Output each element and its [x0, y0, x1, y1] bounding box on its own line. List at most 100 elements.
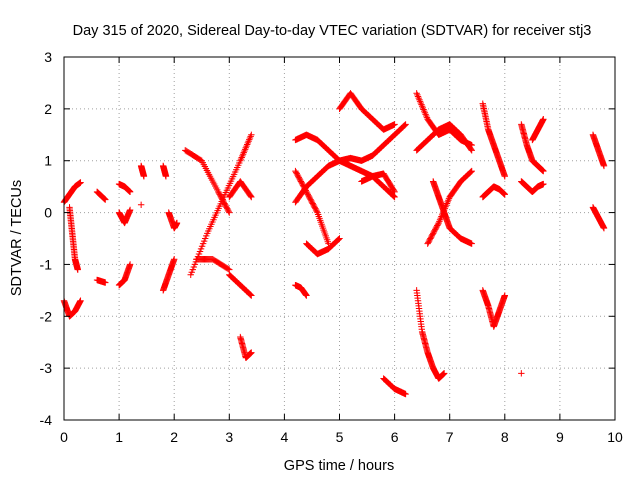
data-point [414, 93, 422, 100]
data-point [244, 141, 251, 148]
series-arc-22 [292, 121, 409, 206]
series-arc-30 [413, 287, 448, 382]
series-layer [60, 90, 608, 398]
x-tick-label: 8 [501, 429, 509, 445]
x-tick-label: 5 [336, 429, 344, 445]
data-point [467, 169, 474, 176]
data-point [390, 187, 398, 194]
x-tick-label: 6 [391, 429, 399, 445]
data-point [390, 192, 397, 199]
series-arc-06 [115, 180, 134, 196]
series-arc-24 [292, 281, 310, 299]
data-point [419, 104, 427, 112]
data-point [240, 149, 247, 156]
series-arc-27 [380, 375, 409, 398]
data-point [468, 147, 475, 154]
data-point [239, 151, 247, 158]
series-arc-10 [137, 201, 145, 208]
data-point [421, 109, 429, 116]
data-point [418, 101, 425, 108]
data-point [238, 154, 245, 161]
series-arc-02 [66, 204, 81, 273]
data-point [137, 201, 145, 208]
data-point [173, 219, 181, 227]
data-point [501, 173, 508, 180]
chart-title: Day 315 of 2020, Sidereal Day-to-day VTE… [73, 23, 592, 39]
series-arc-05 [93, 276, 109, 286]
data-point [468, 240, 475, 247]
data-point [239, 152, 246, 160]
data-point [248, 131, 255, 138]
data-point [102, 279, 109, 286]
data-point [445, 197, 452, 204]
y-tick-label: 2 [44, 101, 52, 117]
data-point [437, 214, 444, 222]
x-tick-label: 0 [60, 429, 68, 445]
series-arc-31 [424, 167, 475, 247]
y-tick-label: 0 [44, 205, 52, 221]
data-point [444, 198, 451, 206]
series-arc-13 [165, 209, 181, 232]
series-arc-04 [93, 188, 109, 203]
series-arc-11 [159, 162, 170, 180]
data-point [600, 162, 608, 170]
data-point [237, 155, 245, 163]
data-point [435, 219, 442, 227]
data-point [334, 236, 342, 243]
data-point [140, 173, 148, 180]
series-arc-29 [413, 121, 475, 154]
series-arc-33 [479, 100, 508, 180]
data-point [436, 218, 443, 225]
data-point [241, 147, 248, 155]
series-arc-34 [479, 183, 508, 201]
data-point [171, 256, 178, 263]
y-tick-label: 1 [44, 153, 52, 169]
data-point [248, 349, 255, 356]
data-point [417, 99, 424, 107]
x-tick-label: 4 [281, 429, 289, 445]
series-arc-32 [429, 178, 475, 247]
data-point [413, 90, 420, 97]
tick-layer: 0 1 2 3 4 5 6 7 8 9 10 -4 -3 -2 -1 0 1 2 3 [40, 49, 623, 445]
data-point [391, 188, 398, 196]
data-point [436, 216, 444, 223]
data-point [247, 192, 254, 200]
data-point [402, 390, 409, 398]
data-point [518, 370, 525, 377]
series-arc-25 [336, 90, 398, 133]
data-point [225, 208, 232, 215]
series-arc-14 [182, 147, 233, 216]
data-point [102, 196, 109, 203]
y-tick-label: -4 [40, 412, 53, 428]
data-point [247, 133, 254, 140]
series-arc-17 [226, 178, 255, 201]
series-arc-26 [358, 170, 398, 196]
data-point [126, 188, 134, 196]
series-arc-38 [518, 178, 547, 196]
series-arc-19 [237, 333, 255, 361]
data-point [423, 112, 430, 120]
data-point [467, 168, 475, 175]
x-axis-label: GPS time / hours [284, 458, 394, 474]
data-point [440, 370, 448, 377]
data-point [434, 221, 442, 228]
series-arc-09 [137, 162, 148, 180]
x-tick-label: 10 [607, 429, 623, 445]
data-point [415, 94, 422, 102]
series-arc-39 [529, 116, 547, 144]
data-point [247, 291, 254, 299]
data-point [237, 157, 244, 164]
data-point [391, 121, 398, 128]
data-point [501, 191, 508, 198]
data-point [540, 116, 547, 123]
data-point [242, 144, 250, 151]
data-point [540, 180, 547, 188]
y-tick-label: -1 [40, 256, 53, 272]
series-arc-37 [518, 121, 547, 175]
series-arc-23 [303, 235, 343, 258]
data-point [241, 146, 249, 153]
series-arc-08 [115, 261, 134, 289]
series-arc-20 [292, 131, 398, 201]
data-point [501, 292, 508, 299]
data-point [336, 235, 343, 242]
